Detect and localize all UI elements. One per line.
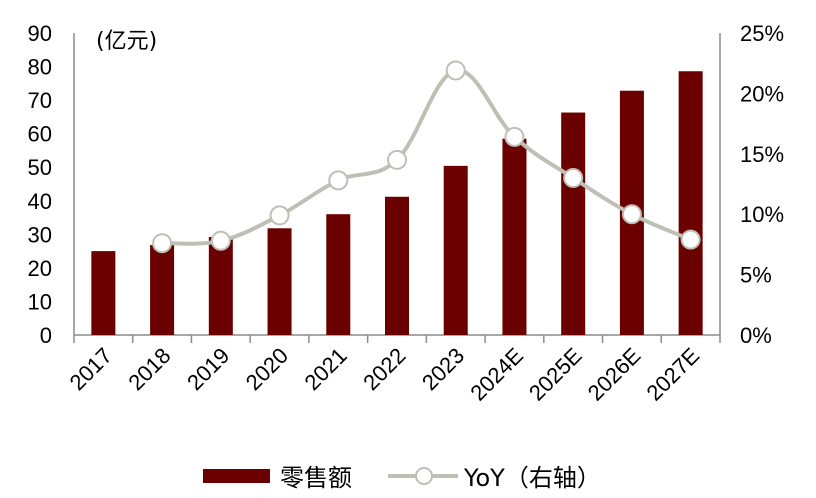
x-axis-category-label: 2020	[241, 343, 293, 395]
yoy-marker	[152, 233, 173, 254]
legend: 零售额 YoY（右轴）	[203, 458, 637, 493]
left-axis-tick-label: 70	[28, 88, 52, 113]
yoy-marker	[210, 230, 231, 251]
bar-retail-sales	[91, 251, 116, 335]
right-axis-tick-label: 15%	[740, 142, 784, 167]
yoy-marker	[504, 126, 525, 147]
left-axis-tick-label: 40	[28, 189, 52, 214]
left-axis-tick-label: 0	[40, 323, 52, 348]
yoy-marker	[563, 167, 584, 188]
x-axis-category-label: 2017	[65, 343, 117, 395]
yoy-marker	[680, 229, 701, 250]
right-axis-tick-label: 25%	[740, 21, 784, 46]
left-axis-tick-label: 60	[28, 122, 52, 147]
left-axis-tick-label: 90	[28, 21, 52, 46]
line-marker-swatch-icon	[388, 464, 458, 488]
right-axis-tick-label: 20%	[740, 81, 784, 106]
yoy-line	[162, 68, 692, 246]
yoy-marker	[621, 204, 642, 225]
left-axis-tick-label: 80	[28, 55, 52, 80]
x-axis-category-label: 2018	[123, 343, 175, 395]
legend-item-retail-sales: 零售额	[203, 458, 352, 493]
x-axis-category-label: 2019	[182, 343, 234, 395]
legend-label-yoy: YoY（右轴）	[464, 464, 601, 492]
bar-retail-sales	[208, 237, 233, 335]
left-axis-tick-label: 30	[28, 222, 52, 247]
x-axis-category-label: 2026E	[583, 343, 646, 406]
bar-retail-sales	[267, 228, 292, 335]
legend-label-retail-sales: 零售额	[280, 464, 352, 492]
bar-retail-sales	[678, 71, 703, 336]
right-axis-tick-label: 0%	[740, 323, 772, 348]
x-axis-category-label: 2023	[417, 343, 469, 395]
yoy-marker	[445, 60, 466, 81]
bar-retail-sales	[150, 245, 175, 335]
right-axis-tick-label: 10%	[740, 202, 784, 227]
left-axis-unit-label: (亿元)	[96, 29, 157, 54]
yoy-marker	[387, 149, 407, 170]
bar-retail-sales	[385, 196, 409, 335]
yoy-marker	[269, 205, 290, 226]
bar-retail-sales	[561, 112, 586, 335]
x-axis-category-label: 2024E	[465, 343, 528, 406]
legend-item-yoy: YoY（右轴）	[388, 458, 601, 493]
x-axis-category-label: 2025E	[524, 343, 587, 406]
bar-retail-sales	[443, 165, 468, 335]
left-axis-tick-label: 20	[28, 256, 52, 281]
x-axis-category-label: 2022	[358, 343, 410, 395]
left-axis-tick-label: 10	[28, 289, 52, 314]
bar-retail-sales	[326, 214, 351, 335]
bar-swatch-icon	[203, 468, 270, 483]
x-axis-category-label: 2027E	[642, 343, 705, 406]
x-axis-category-label: 2021	[300, 343, 352, 395]
right-axis-tick-label: 5%	[740, 263, 772, 288]
yoy-marker	[328, 170, 349, 191]
left-axis-tick-label: 50	[28, 155, 52, 180]
bar-retail-sales	[502, 138, 527, 335]
